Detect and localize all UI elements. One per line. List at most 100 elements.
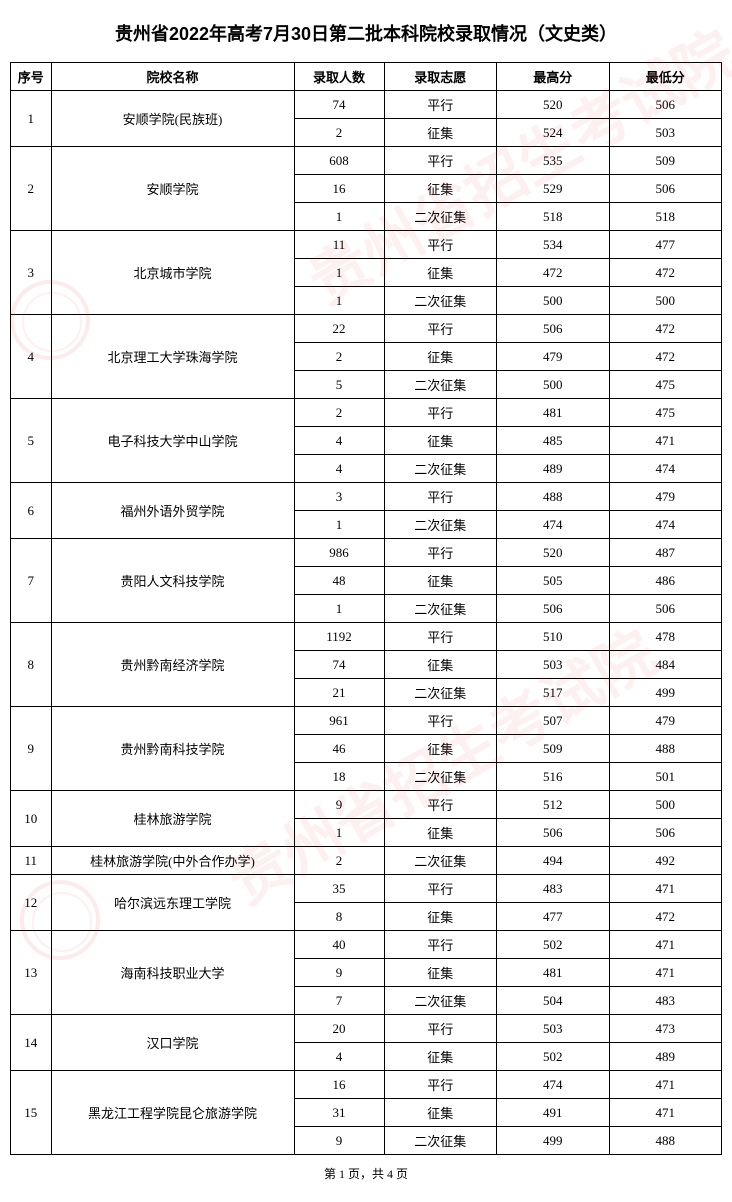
cell-high: 500 <box>497 287 610 315</box>
cell-name: 哈尔滨远东理工学院 <box>51 875 294 931</box>
cell-idx: 7 <box>11 539 52 623</box>
cell-high: 481 <box>497 959 610 987</box>
cell-idx: 6 <box>11 483 52 539</box>
cell-type: 平行 <box>384 931 497 959</box>
table-body: 1安顺学院(民族班)74平行5205062征集5245032安顺学院608平行5… <box>11 91 722 1155</box>
table-row: 6福州外语外贸学院3平行488479 <box>11 483 722 511</box>
cell-count: 40 <box>294 931 384 959</box>
cell-type: 征集 <box>384 819 497 847</box>
cell-idx: 11 <box>11 847 52 875</box>
cell-high: 518 <box>497 203 610 231</box>
cell-count: 4 <box>294 455 384 483</box>
table-row: 10桂林旅游学院9平行512500 <box>11 791 722 819</box>
cell-type: 二次征集 <box>384 511 497 539</box>
cell-high: 512 <box>497 791 610 819</box>
cell-idx: 2 <box>11 147 52 231</box>
cell-type: 二次征集 <box>384 987 497 1015</box>
cell-type: 平行 <box>384 399 497 427</box>
cell-high: 516 <box>497 763 610 791</box>
cell-count: 20 <box>294 1015 384 1043</box>
cell-low: 472 <box>609 315 722 343</box>
cell-type: 平行 <box>384 1071 497 1099</box>
cell-type: 二次征集 <box>384 287 497 315</box>
cell-low: 479 <box>609 483 722 511</box>
cell-count: 1 <box>294 511 384 539</box>
cell-high: 502 <box>497 931 610 959</box>
cell-name: 安顺学院 <box>51 147 294 231</box>
cell-idx: 3 <box>11 231 52 315</box>
cell-count: 21 <box>294 679 384 707</box>
cell-high: 520 <box>497 91 610 119</box>
cell-low: 489 <box>609 1043 722 1071</box>
cell-type: 平行 <box>384 483 497 511</box>
cell-low: 471 <box>609 931 722 959</box>
cell-name: 北京城市学院 <box>51 231 294 315</box>
cell-low: 472 <box>609 259 722 287</box>
table-row: 8贵州黔南经济学院1192平行510478 <box>11 623 722 651</box>
cell-name: 桂林旅游学院 <box>51 791 294 847</box>
table-row: 1安顺学院(民族班)74平行520506 <box>11 91 722 119</box>
header-idx: 序号 <box>11 63 52 91</box>
cell-low: 492 <box>609 847 722 875</box>
cell-name: 北京理工大学珠海学院 <box>51 315 294 399</box>
cell-low: 483 <box>609 987 722 1015</box>
cell-low: 475 <box>609 371 722 399</box>
cell-idx: 1 <box>11 91 52 147</box>
cell-low: 472 <box>609 903 722 931</box>
cell-type: 平行 <box>384 147 497 175</box>
cell-low: 518 <box>609 203 722 231</box>
table-row: 11桂林旅游学院(中外合作办学)2二次征集494492 <box>11 847 722 875</box>
cell-high: 479 <box>497 343 610 371</box>
cell-low: 500 <box>609 791 722 819</box>
table-row: 7贵阳人文科技学院986平行520487 <box>11 539 722 567</box>
cell-high: 481 <box>497 399 610 427</box>
cell-high: 474 <box>497 1071 610 1099</box>
cell-low: 471 <box>609 427 722 455</box>
cell-name: 安顺学院(民族班) <box>51 91 294 147</box>
cell-count: 7 <box>294 987 384 1015</box>
cell-count: 74 <box>294 91 384 119</box>
cell-type: 征集 <box>384 1099 497 1127</box>
cell-idx: 4 <box>11 315 52 399</box>
cell-low: 474 <box>609 511 722 539</box>
cell-count: 3 <box>294 483 384 511</box>
cell-low: 503 <box>609 119 722 147</box>
cell-count: 2 <box>294 119 384 147</box>
cell-type: 二次征集 <box>384 1127 497 1155</box>
cell-high: 506 <box>497 819 610 847</box>
cell-count: 1 <box>294 595 384 623</box>
cell-low: 500 <box>609 287 722 315</box>
cell-high: 491 <box>497 1099 610 1127</box>
cell-high: 534 <box>497 231 610 259</box>
cell-type: 平行 <box>384 231 497 259</box>
cell-type: 二次征集 <box>384 847 497 875</box>
page-title: 贵州省2022年高考7月30日第二批本科院校录取情况（文史类） <box>10 20 722 46</box>
page-footer: 第 1 页，共 4 页 <box>10 1165 722 1182</box>
cell-count: 9 <box>294 1127 384 1155</box>
cell-low: 506 <box>609 595 722 623</box>
cell-type: 二次征集 <box>384 763 497 791</box>
cell-high: 504 <box>497 987 610 1015</box>
cell-high: 507 <box>497 707 610 735</box>
cell-type: 平行 <box>384 539 497 567</box>
cell-low: 499 <box>609 679 722 707</box>
cell-low: 471 <box>609 1099 722 1127</box>
cell-high: 474 <box>497 511 610 539</box>
cell-type: 征集 <box>384 175 497 203</box>
cell-low: 471 <box>609 959 722 987</box>
cell-count: 2 <box>294 399 384 427</box>
cell-count: 1 <box>294 287 384 315</box>
header-type: 录取志愿 <box>384 63 497 91</box>
cell-type: 平行 <box>384 1015 497 1043</box>
table-row: 14汉口学院20平行503473 <box>11 1015 722 1043</box>
cell-name: 海南科技职业大学 <box>51 931 294 1015</box>
table-row: 5电子科技大学中山学院2平行481475 <box>11 399 722 427</box>
cell-high: 503 <box>497 1015 610 1043</box>
cell-high: 506 <box>497 315 610 343</box>
cell-type: 征集 <box>384 1043 497 1071</box>
header-low: 最低分 <box>609 63 722 91</box>
cell-high: 502 <box>497 1043 610 1071</box>
cell-idx: 8 <box>11 623 52 707</box>
cell-type: 征集 <box>384 119 497 147</box>
cell-count: 4 <box>294 1043 384 1071</box>
